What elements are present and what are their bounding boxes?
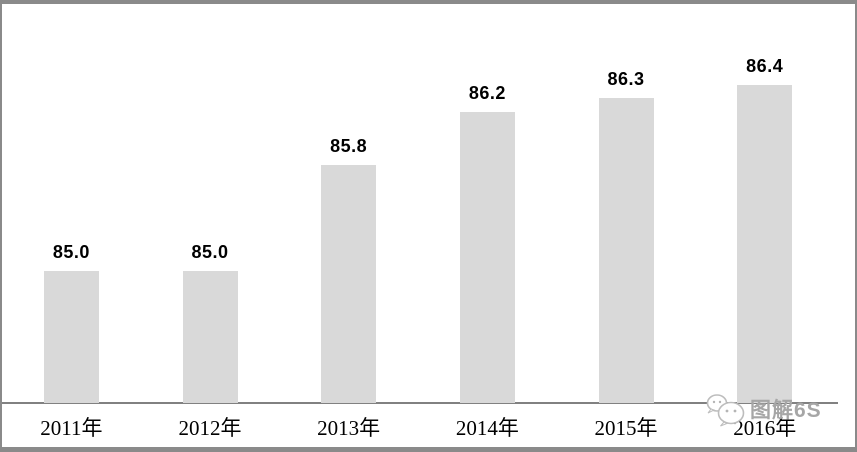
bar-2011年	[43, 270, 99, 403]
x-axis-label-2013年: 2013年	[317, 416, 381, 440]
x-axis-line	[2, 402, 838, 404]
bar-2015年	[598, 98, 654, 403]
bar-value-label: 85.0	[52, 241, 90, 262]
bar-chart: 85.0 85.0 85.8 86.2 86.3 86.4 2011年 2012年 2013年…	[2, 4, 855, 447]
bar-value-label: 86.4	[746, 56, 784, 76]
watermark: 图解6S	[705, 393, 822, 427]
plot-area: 85.0 85.0 85.8 86.2 86.3 86.4	[2, 4, 834, 403]
x-axis-label-2015年: 2015年	[594, 416, 658, 440]
bar-2013年	[321, 164, 377, 403]
bar-value-label: 86.2	[468, 82, 506, 103]
wechat-chat-bubbles-icon	[706, 394, 745, 427]
bar-column-2011年: 85.0	[2, 4, 141, 403]
bar-column-2012年: 85.0	[141, 4, 280, 403]
bar-column-2015年: 86.3	[557, 4, 696, 403]
bar-2014年	[459, 111, 515, 403]
bar-column-2016年: 86.4	[695, 4, 834, 403]
x-axis-label-2011年: 2011年	[40, 416, 103, 440]
watermark-text: 图解6S	[750, 398, 822, 422]
bar-column-2014年: 86.2	[418, 4, 557, 403]
bar-value-label: 85.8	[330, 135, 368, 156]
bar-2016年	[737, 85, 793, 403]
bar-value-label: 85.0	[191, 241, 229, 262]
x-axis-label-2016年: 2016年	[733, 416, 797, 440]
bar-2012年	[182, 270, 238, 403]
bar-column-2013年: 85.8	[279, 4, 418, 403]
bar-value-label: 86.3	[607, 69, 645, 90]
x-axis-label-2012年: 2012年	[178, 416, 242, 440]
x-axis-labels: 2011年 2012年 2013年 2014年 2015年 2016年	[2, 403, 834, 447]
x-axis-label-2014年: 2014年	[455, 416, 519, 440]
